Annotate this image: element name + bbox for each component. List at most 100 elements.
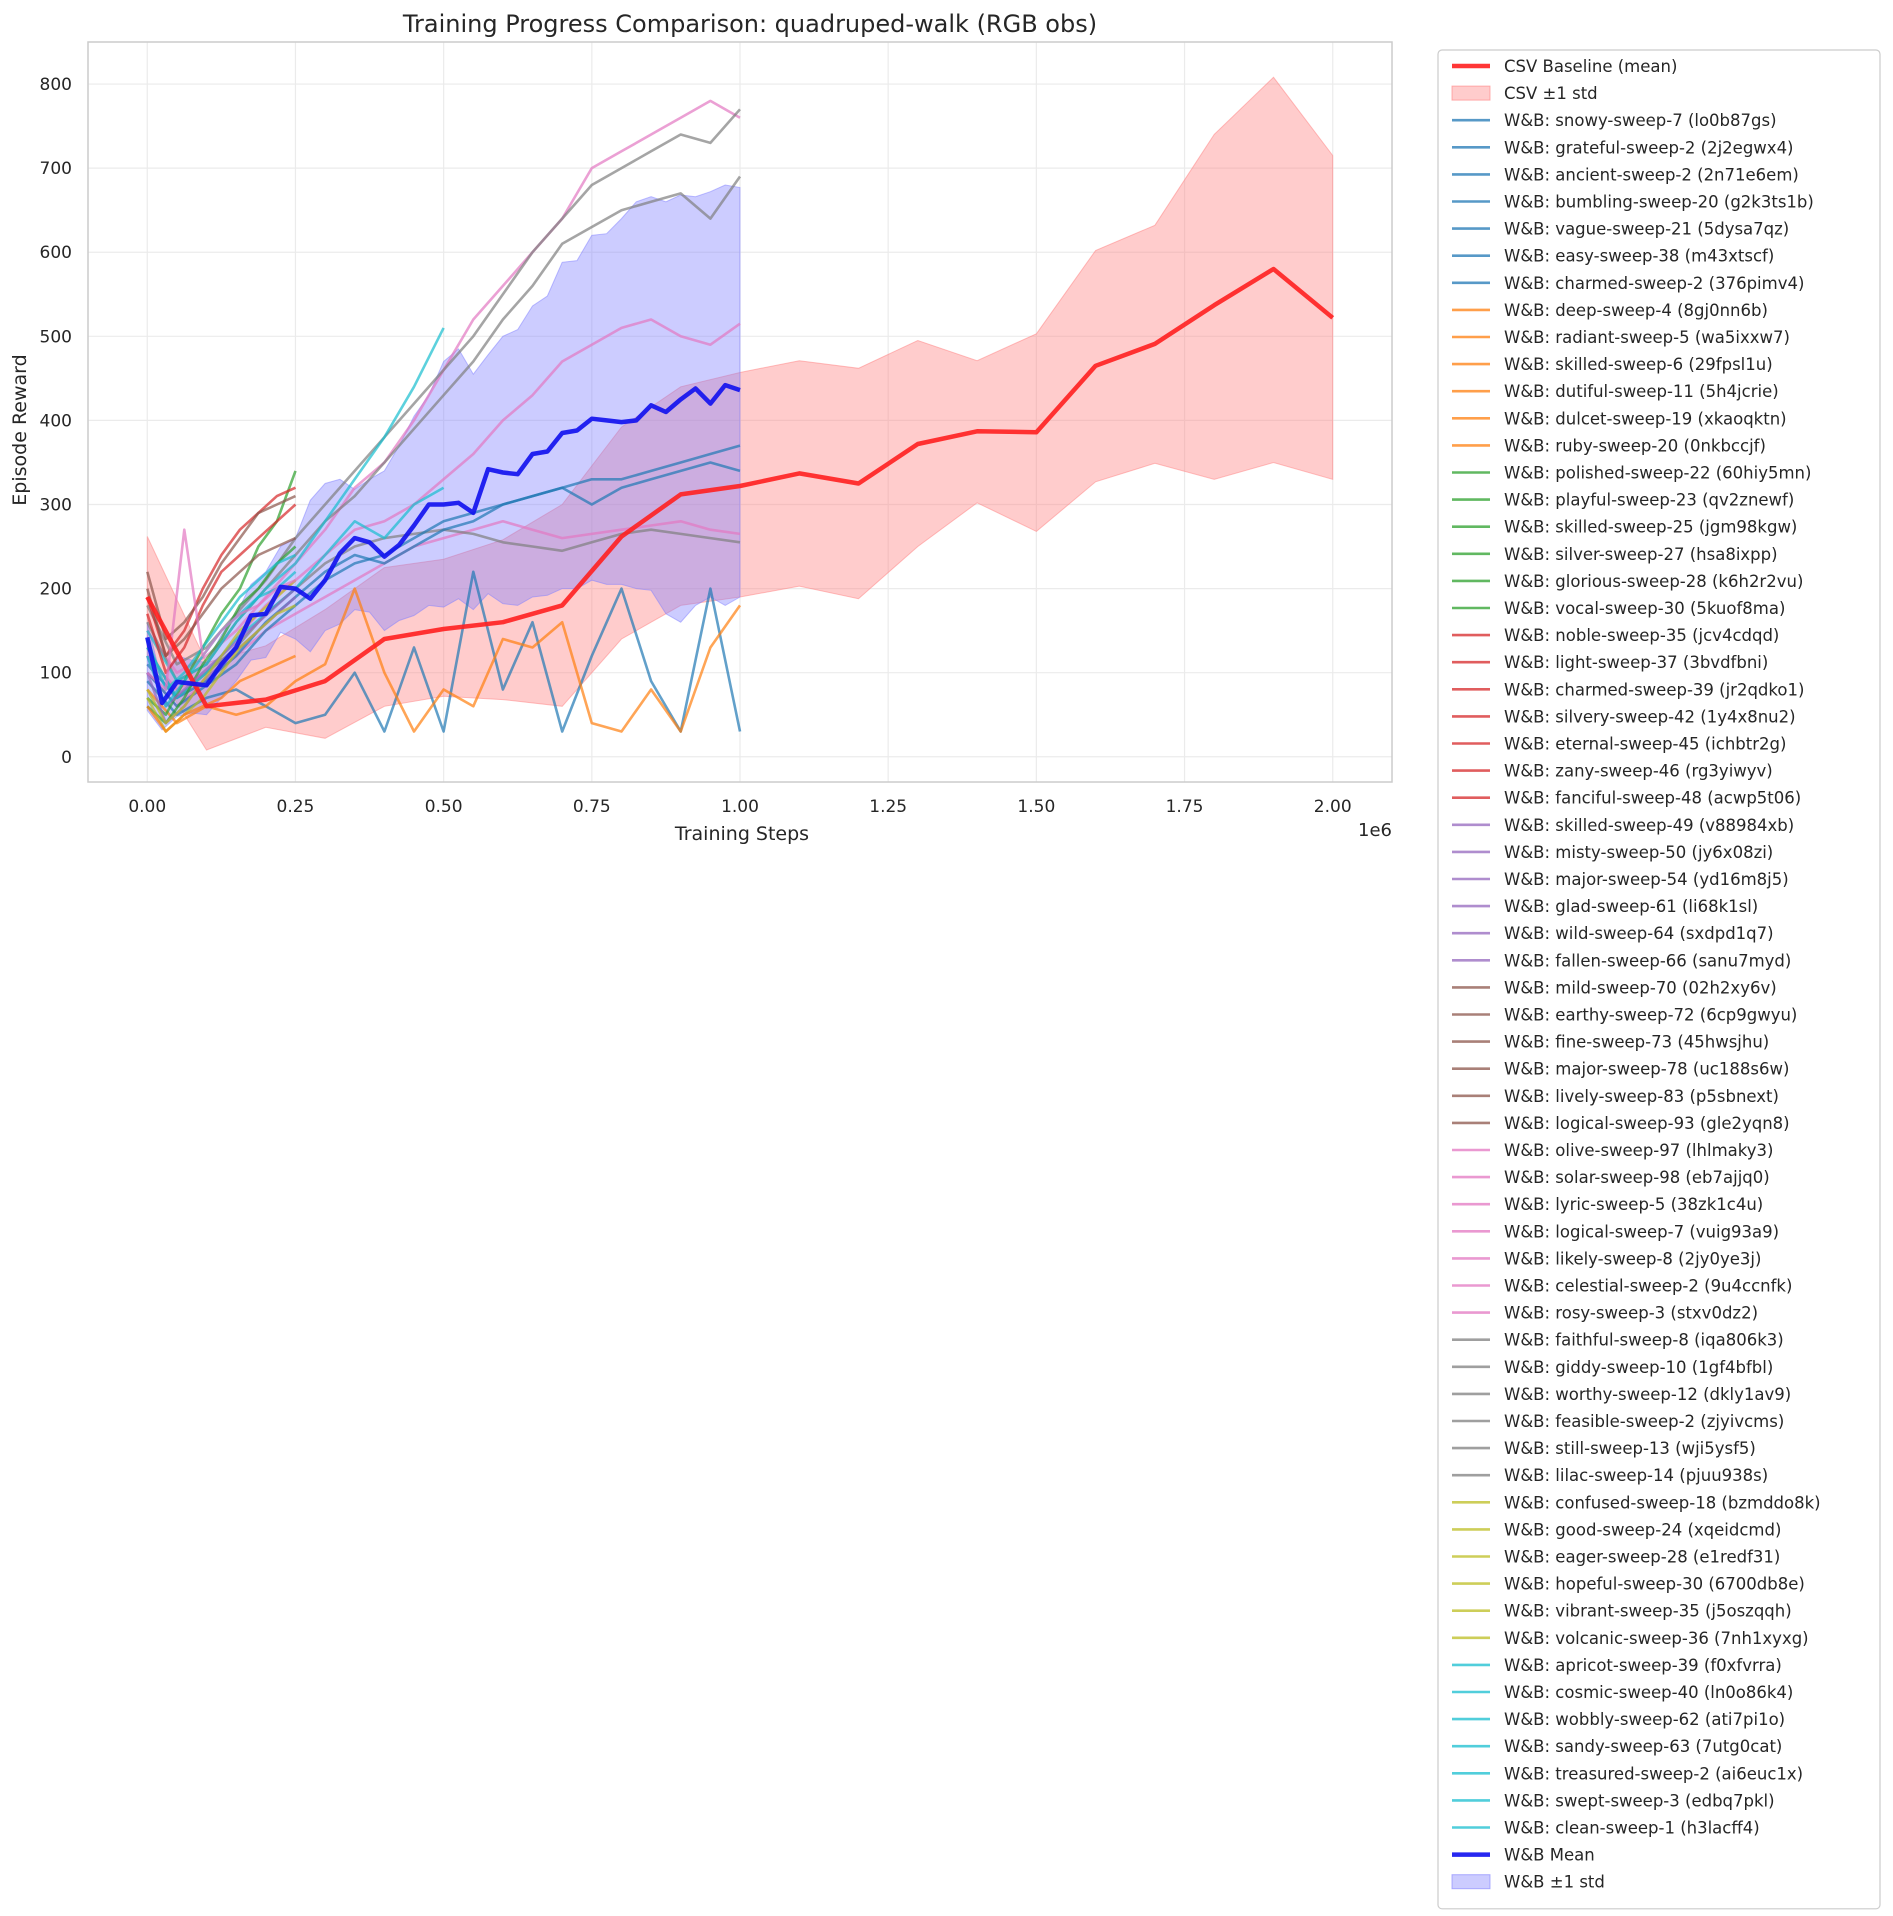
legend-label: W&B: charmed-sweep-2 (376pimv4) (1504, 274, 1804, 293)
x-tick-label: 1.00 (721, 797, 759, 817)
legend-label: W&B: lilac-sweep-14 (pjuu938s) (1504, 1466, 1768, 1485)
y-tick-label: 400 (40, 411, 72, 431)
sweep-run-line (146, 587, 742, 733)
legend-label: W&B: olive-sweep-97 (lhlmaky3) (1504, 1141, 1773, 1160)
legend-label: W&B: bumbling-sweep-20 (g2k3ts1b) (1504, 193, 1814, 212)
legend-label: W&B: good-sweep-24 (xqeidcmd) (1504, 1520, 1781, 1539)
legend-swatch (1451, 85, 1491, 101)
legend-box (1437, 49, 1881, 1910)
legend-label: W&B: worthy-sweep-12 (dkly1av9) (1504, 1385, 1791, 1404)
x-tick-label: 1.75 (1166, 797, 1204, 817)
x-tick-label: 0.50 (425, 797, 463, 817)
sweep-run-line (146, 570, 742, 733)
legend-label: W&B: grateful-sweep-2 (2j2egwx4) (1504, 138, 1794, 157)
legend-label: W&B: clean-sweep-1 (h3lacff4) (1504, 1819, 1760, 1838)
x-axis-label: Training Steps (674, 823, 809, 845)
legend-label: W&B: glad-sweep-61 (li68k1sl) (1504, 897, 1758, 916)
legend-label: W&B: wild-sweep-64 (sxdpd1q7) (1504, 924, 1774, 943)
legend-label: W&B: light-sweep-37 (3bvdfbni) (1504, 653, 1768, 672)
legend-swatch (1451, 1874, 1491, 1890)
legend-label: CSV ±1 std (1504, 84, 1598, 103)
x-tick-label: 0.25 (277, 797, 315, 817)
legend-label: W&B: vague-sweep-21 (5dysa7qz) (1504, 220, 1789, 239)
legend-label: W&B: charmed-sweep-39 (jr2qdko1) (1504, 680, 1804, 699)
sweep-run-line (146, 545, 297, 725)
legend-label: W&B: ancient-sweep-2 (2n71e6em) (1504, 165, 1799, 184)
legend-label: W&B: faithful-sweep-8 (iqa806k3) (1504, 1331, 1784, 1350)
legend-label: W&B: major-sweep-78 (uc188s6w) (1504, 1060, 1789, 1079)
legend-label: W&B: radiant-sweep-5 (wa5ixxw7) (1504, 328, 1790, 347)
legend-label: W&B: easy-sweep-38 (m43xtscf) (1504, 247, 1774, 266)
legend-label: W&B: noble-sweep-35 (jcv4cdqd) (1504, 626, 1779, 645)
legend-label: W&B: misty-sweep-50 (jy6x08zi) (1504, 843, 1773, 862)
legend-label: CSV Baseline (mean) (1504, 57, 1677, 76)
chart-title: Training Progress Comparison: quadruped-… (402, 10, 1097, 38)
legend-label: W&B: deep-sweep-4 (8gj0nn6b) (1504, 301, 1768, 320)
y-tick-label: 800 (40, 75, 72, 95)
sweep-run-line (146, 654, 297, 733)
x-tick-label: 1.25 (869, 797, 907, 817)
csv-baseline-mean-line (145, 266, 1335, 709)
x-tick-label: 2.00 (1314, 797, 1352, 817)
legend-label: W&B ±1 std (1504, 1873, 1605, 1892)
legend-label: W&B: likely-sweep-8 (2jy0ye3j) (1504, 1249, 1761, 1268)
legend-label: W&B: dutiful-sweep-11 (5h4jcrie) (1504, 382, 1779, 401)
legend: CSV Baseline (mean) CSV ±1 std W&B: snowy-… (1437, 49, 1881, 1910)
legend-label: W&B: playful-sweep-23 (qv2znewf) (1504, 491, 1794, 510)
sweep-run-line (146, 520, 741, 708)
legend-label: W&B: treasured-sweep-2 (ai6euc1x) (1504, 1764, 1803, 1783)
legend-label: W&B: polished-sweep-22 (60hiy5mn) (1504, 464, 1811, 483)
legend-label: W&B: logical-sweep-93 (gle2yqn8) (1504, 1114, 1790, 1133)
y-tick-label: 700 (40, 159, 72, 179)
legend-label: W&B: skilled-sweep-25 (jgm98kgw) (1504, 518, 1797, 537)
x-axis-offset-text: 1e6 (1358, 820, 1392, 841)
y-tick-label: 300 (40, 496, 72, 516)
legend-label: W&B: eager-sweep-28 (e1redf31) (1504, 1548, 1780, 1567)
legend-label: W&B: celestial-sweep-2 (9u4ccnfk) (1504, 1277, 1792, 1296)
legend-label: W&B: confused-sweep-18 (bzmddo8k) (1504, 1493, 1821, 1512)
legend-label: W&B: fallen-sweep-66 (sanu7myd) (1504, 951, 1791, 970)
legend-label: W&B: volcanic-sweep-36 (7nh1xyxg) (1504, 1629, 1809, 1648)
legend-label: W&B Mean (1504, 1846, 1595, 1865)
legend-label: W&B: snowy-sweep-7 (lo0b87gs) (1504, 111, 1777, 130)
sweep-run-line (146, 528, 297, 691)
y-tick-label: 0 (61, 748, 72, 768)
sweep-run-line (146, 470, 297, 716)
legend-label: W&B: silvery-sweep-42 (1y4x8nu2) (1504, 707, 1796, 726)
x-tick-label: 1.50 (1017, 797, 1055, 817)
wandb-mean-line (145, 382, 741, 706)
sweep-run-line (146, 553, 297, 691)
legend-label: W&B: glorious-sweep-28 (k6h2r2vu) (1504, 572, 1803, 591)
sweep-run-line (146, 327, 445, 683)
sweep-run-line (146, 536, 297, 658)
sweep-run-line (146, 108, 741, 666)
legend-label: W&B: logical-sweep-7 (vuig93a9) (1504, 1222, 1779, 1241)
legend-label: W&B: major-sweep-54 (yd16m8j5) (1504, 870, 1789, 889)
legend-label: W&B: feasible-sweep-2 (zjyivcms) (1504, 1412, 1784, 1431)
legend-label: W&B: vocal-sweep-30 (5kuof8ma) (1504, 599, 1785, 618)
legend-label: W&B: solar-sweep-98 (eb7ajjq0) (1504, 1168, 1770, 1187)
legend-label: W&B: cosmic-sweep-40 (ln0o86k4) (1504, 1683, 1793, 1702)
legend-label: W&B: mild-sweep-70 (02h2xy6v) (1504, 978, 1777, 997)
legend-label: W&B: lyric-sweep-5 (38zk1c4u) (1504, 1195, 1763, 1214)
legend-label: W&B: earthy-sweep-72 (6cp9gwyu) (1504, 1006, 1797, 1025)
legend-label: W&B: hopeful-sweep-30 (6700db8e) (1504, 1575, 1805, 1594)
legend-label: W&B: skilled-sweep-6 (29fpsl1u) (1504, 355, 1773, 374)
legend-label: W&B: fine-sweep-73 (45hwsjhu) (1504, 1033, 1769, 1052)
plot-frame (87, 41, 1393, 783)
legend-label: W&B: silver-sweep-27 (hsa8ixpp) (1504, 545, 1778, 564)
y-tick-label: 200 (40, 580, 72, 600)
legend-label: W&B: giddy-sweep-10 (1gf4bfbl) (1504, 1358, 1773, 1377)
sweep-run-line (146, 444, 741, 708)
legend-label: W&B: zany-sweep-46 (rg3yiwyv) (1504, 762, 1773, 781)
y-tick-label: 100 (40, 664, 72, 684)
y-tick-label: 500 (40, 327, 72, 347)
legend-label: W&B: fanciful-sweep-48 (acwp5t06) (1504, 789, 1801, 808)
legend-label: W&B: dulcet-sweep-19 (xkaoqktn) (1504, 409, 1787, 428)
y-axis-label: Episode Reward (9, 354, 31, 505)
legend-label: W&B: rosy-sweep-3 (stxv0dz2) (1504, 1304, 1758, 1323)
x-tick-label: 0.75 (573, 797, 611, 817)
legend-label: W&B: lively-sweep-83 (p5sbnext) (1504, 1087, 1779, 1106)
legend-label: W&B: skilled-sweep-49 (v88984xb) (1504, 816, 1794, 835)
